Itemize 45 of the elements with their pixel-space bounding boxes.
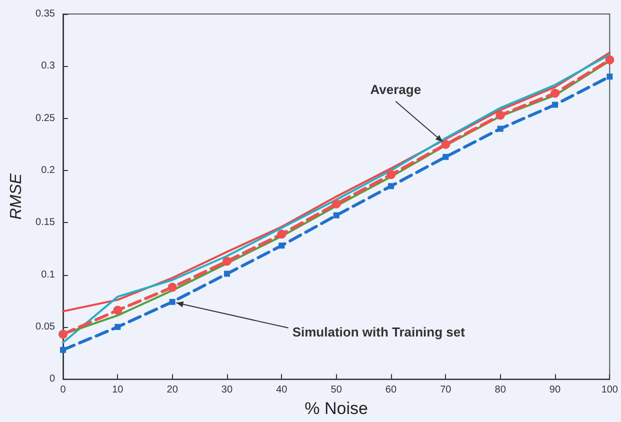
y-tick-label: 0.05 (36, 321, 56, 332)
point (222, 256, 232, 266)
annotation: Average (370, 82, 422, 97)
point (442, 154, 449, 160)
annotation: Simulation with Training set (292, 324, 466, 340)
point (386, 170, 396, 180)
point (333, 212, 340, 218)
y-tick-label: 0.35 (36, 8, 56, 20)
x-axis-title: % Noise (304, 399, 368, 418)
x-tick-label: 80 (494, 384, 506, 396)
point (606, 74, 613, 80)
point (277, 230, 286, 239)
point (169, 298, 176, 305)
point (497, 126, 504, 132)
y-tick-label: 0.3 (41, 60, 56, 72)
x-tick-label: 40 (276, 384, 288, 396)
x-tick-label: 0 (60, 384, 66, 396)
point (58, 330, 68, 339)
y-tick-label: 0 (49, 374, 56, 385)
y-tick-label: 0.25 (36, 112, 56, 124)
x-tick-label: 60 (385, 384, 397, 396)
point (278, 242, 285, 249)
y-tick-label: 0.15 (36, 217, 56, 228)
point (496, 110, 505, 120)
x-tick-label: 100 (601, 384, 618, 396)
x-tick-label: 70 (440, 384, 452, 396)
point (552, 102, 558, 108)
point (114, 324, 121, 330)
point (113, 306, 122, 315)
point (332, 199, 341, 208)
x-tick-label: 50 (330, 384, 342, 396)
point (550, 88, 560, 98)
point (388, 183, 394, 190)
point (605, 55, 614, 64)
point (224, 270, 230, 277)
point (441, 140, 450, 149)
point (60, 346, 66, 353)
y-tick-label: 0.2 (41, 164, 56, 176)
point (168, 282, 177, 292)
y-axis-title: RMSE (8, 173, 26, 220)
x-tick-label: 10 (112, 384, 124, 396)
x-tick-label: 30 (221, 384, 233, 396)
y-tick-label: 0.1 (41, 269, 56, 280)
x-tick-label: 20 (166, 384, 178, 396)
x-tick-label: 90 (549, 384, 561, 396)
